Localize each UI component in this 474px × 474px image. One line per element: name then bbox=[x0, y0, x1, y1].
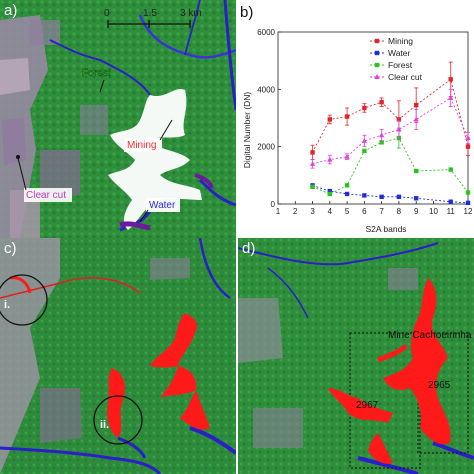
annotation-forest: Forest bbox=[82, 68, 111, 79]
panel-c-image: i. ii. c) bbox=[0, 238, 236, 474]
data-point-mining bbox=[379, 100, 384, 105]
data-point-clear-cut bbox=[327, 156, 333, 162]
x-tick-label-11: 11 bbox=[447, 207, 456, 216]
data-point-forest bbox=[413, 168, 419, 174]
data-point-clear-cut bbox=[309, 161, 316, 166]
scale-tick-1-5: 1.5 bbox=[143, 8, 157, 19]
spectral-chart: Digital Number (DN) S2A bands 0 2000 4000 6… bbox=[242, 28, 473, 234]
legend-marker-forest bbox=[374, 62, 380, 68]
annotation-mining: Mining bbox=[127, 140, 156, 151]
marker-ii: ii. bbox=[100, 419, 109, 431]
data-point-clear-cut bbox=[379, 132, 385, 138]
data-point-mining bbox=[327, 117, 333, 122]
x-axis-title: S2A bands bbox=[365, 224, 406, 234]
panel-c-label: c) bbox=[4, 240, 17, 257]
legend-marker-water bbox=[374, 50, 380, 56]
annotation-water: Water bbox=[149, 200, 176, 211]
satellite-image-c: i. ii. bbox=[0, 238, 236, 474]
legend-label-clear-cut: Clear cut bbox=[388, 72, 423, 82]
annotation-clear-cut: Clear cut bbox=[26, 190, 66, 201]
data-point-mining bbox=[465, 144, 471, 149]
data-point-water bbox=[344, 191, 350, 197]
series-line-forest bbox=[312, 137, 469, 195]
x-tick-label-3: 3 bbox=[310, 207, 315, 216]
data-point-forest bbox=[465, 190, 471, 195]
data-point-mining bbox=[448, 77, 453, 82]
annotation-2965: 2965 bbox=[428, 380, 451, 391]
satellite-image-d: Mine Cachoeirinha 2965 2967 bbox=[238, 238, 474, 474]
data-point-mining bbox=[396, 117, 402, 122]
panel-a-label: a) bbox=[4, 2, 18, 19]
data-point-water bbox=[327, 188, 333, 194]
data-point-clear-cut bbox=[361, 138, 367, 143]
scale-tick-3km: 3 km bbox=[180, 8, 202, 19]
x-tick-label-12: 12 bbox=[464, 207, 473, 216]
x-tick-label-6: 6 bbox=[362, 207, 367, 216]
legend-label-water: Water bbox=[388, 48, 411, 58]
data-point-water bbox=[413, 196, 419, 201]
x-tick-label-2: 2 bbox=[293, 207, 298, 216]
data-point-forest bbox=[310, 184, 315, 189]
panel-d-label: d) bbox=[242, 240, 256, 257]
annotation-2967: 2967 bbox=[356, 400, 379, 411]
series-line-water bbox=[312, 184, 469, 204]
y-axis-title: Digital Number (DN) bbox=[242, 92, 252, 169]
panel-a-image: 0 1.5 3 km Forest Mining Clear cut Water… bbox=[0, 0, 236, 238]
data-point-water bbox=[362, 193, 367, 198]
data-point-water bbox=[448, 199, 453, 204]
panel-b-chart: b) Digital Number (DN) S2A bands 0 2000 40… bbox=[238, 0, 474, 238]
x-tick-label-8: 8 bbox=[397, 207, 402, 216]
scale-tick-0: 0 bbox=[104, 8, 110, 19]
legend-marker-clear-cut bbox=[374, 74, 380, 79]
satellite-image-a: 0 1.5 3 km Forest Mining Clear cut Water bbox=[0, 0, 236, 238]
x-tick-label-4: 4 bbox=[328, 207, 333, 216]
y-tick-label-6000: 6000 bbox=[257, 28, 275, 37]
annotation-mine-name: Mine Cachoeirinha bbox=[388, 330, 472, 341]
x-tick-label-7: 7 bbox=[379, 207, 384, 216]
data-point-clear-cut bbox=[413, 116, 419, 122]
data-point-forest bbox=[379, 140, 384, 145]
highlight-circle-i bbox=[0, 274, 48, 326]
x-tick-label-9: 9 bbox=[414, 207, 419, 216]
panel-b-label: b) bbox=[240, 4, 254, 21]
data-point-water bbox=[465, 200, 471, 206]
series-line-clear-cut bbox=[312, 97, 469, 165]
data-point-water bbox=[396, 194, 402, 200]
x-tick-label-1: 1 bbox=[276, 207, 281, 216]
x-tick-label-5: 5 bbox=[345, 207, 350, 216]
data-point-forest bbox=[327, 191, 333, 197]
data-point-clear-cut bbox=[396, 126, 402, 132]
data-point-clear-cut bbox=[344, 153, 350, 159]
highlight-circle-ii bbox=[93, 395, 143, 445]
data-point-forest bbox=[344, 183, 350, 188]
data-point-clear-cut bbox=[448, 95, 454, 100]
data-point-mining bbox=[362, 105, 367, 111]
panel-d-image: Mine Cachoeirinha 2965 2967 d) bbox=[238, 238, 474, 474]
data-point-water bbox=[379, 194, 384, 200]
scale-bar bbox=[107, 20, 191, 28]
y-tick-label-4000: 4000 bbox=[257, 85, 275, 94]
data-point-forest bbox=[362, 148, 367, 154]
x-tick-label-10: 10 bbox=[429, 207, 438, 216]
data-point-mining bbox=[344, 114, 350, 119]
y-tick-label-0: 0 bbox=[271, 200, 276, 209]
data-point-mining bbox=[413, 102, 419, 108]
data-point-mining bbox=[310, 150, 315, 155]
legend-label-mining: Mining bbox=[388, 36, 413, 46]
data-point-forest bbox=[448, 167, 453, 172]
series-line-mining bbox=[312, 78, 469, 153]
marker-i: i. bbox=[4, 299, 10, 311]
plot-frame bbox=[277, 31, 469, 205]
legend-marker-mining bbox=[374, 38, 380, 44]
y-tick-label-2000: 2000 bbox=[257, 143, 275, 152]
legend-label-forest: Forest bbox=[388, 60, 413, 70]
data-point-clear-cut bbox=[465, 135, 471, 141]
